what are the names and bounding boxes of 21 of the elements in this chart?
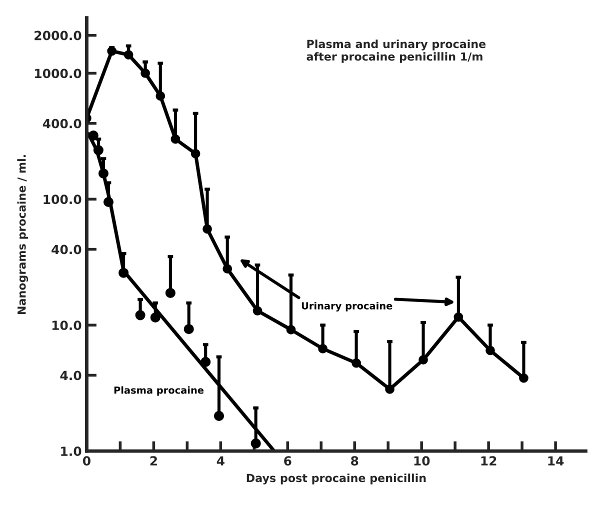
x-tick-label: 2: [150, 456, 157, 466]
x-tick-label: 12: [481, 456, 496, 466]
y-tick-label: 1.0: [61, 446, 82, 456]
x-tick-label: 8: [351, 456, 358, 466]
x-tick-label: 6: [284, 456, 292, 466]
y-axis-title: Nanograms procaine / ml.: [17, 155, 28, 314]
x-axis-title: Days post procaine penicillin: [246, 474, 426, 484]
x-tick-label: 0: [82, 456, 90, 466]
y-tick-label: 10.0: [52, 320, 82, 330]
y-tick-label: 2000.0: [34, 30, 82, 40]
y-tick-label: 400.0: [42, 118, 82, 128]
y-tick-label: 40.0: [52, 244, 82, 254]
x-tick-label: 4: [216, 456, 224, 466]
series-label: Urinary procaine: [302, 302, 392, 312]
y-tick-label: 100.0: [44, 194, 82, 204]
text: Plasma and urinary procaine after procaine penicillin 1/m: [306, 40, 486, 63]
y-tick-label: 4.0: [60, 370, 82, 380]
x-tick-label: 10: [414, 456, 430, 466]
text: Plasma procaine: [114, 386, 204, 396]
y-tick-label: 1000.0: [35, 68, 82, 78]
x-tick-label: 14: [548, 456, 564, 466]
